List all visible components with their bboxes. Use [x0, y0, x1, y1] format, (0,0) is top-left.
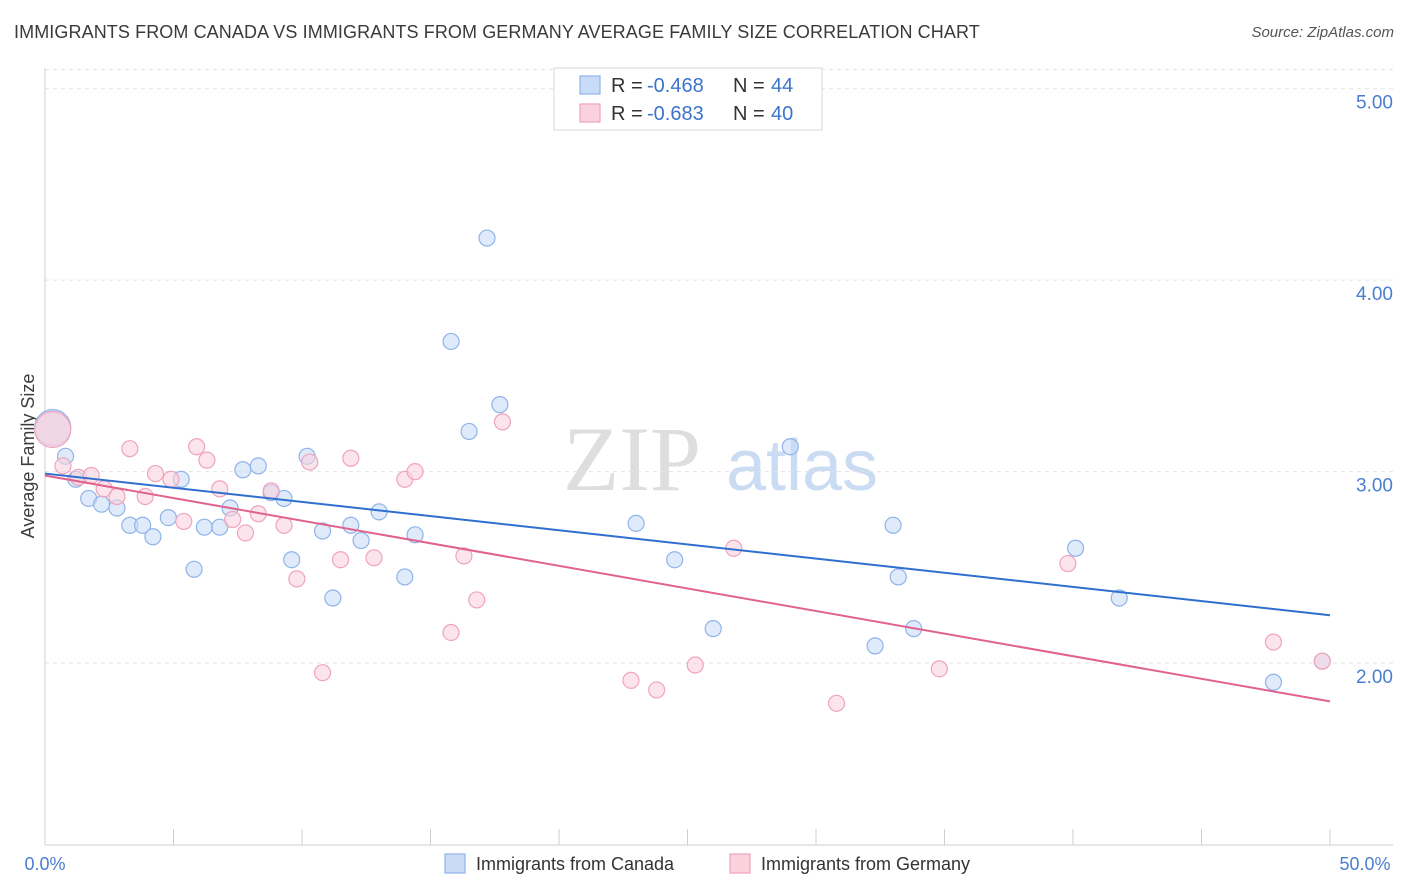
trend-lines: [44, 472, 1331, 703]
canada-point: [211, 518, 229, 536]
canada-point: [884, 516, 902, 534]
germany-point: [342, 449, 360, 467]
germany-point: [82, 466, 100, 485]
germany-point: [1313, 652, 1331, 670]
germany-point: [188, 438, 206, 456]
y-tick-labels: 2.00 3.00 4.00 5.00: [1356, 93, 1393, 688]
series-legend: Immigrants from Canada Immigrants from G…: [444, 853, 970, 874]
canada-point: [352, 531, 370, 550]
legend-n-label-germany: N =: [733, 103, 765, 125]
germany-point: [288, 570, 306, 588]
canada-point: [460, 422, 478, 441]
germany-point: [930, 660, 948, 678]
germany-point: [301, 453, 319, 471]
germany-point: [198, 451, 216, 469]
germany-point: [275, 516, 293, 534]
germany-point: [136, 487, 154, 506]
legend-r-value-germany: -0.683: [647, 103, 704, 125]
y-tick-label-4.00: 4.00: [1356, 284, 1393, 305]
canada-point: [134, 516, 152, 534]
canada-point: [491, 396, 509, 414]
chart-title: IMMIGRANTS FROM CANADA VS IMMIGRANTS FRO…: [14, 22, 980, 42]
canada-point: [704, 620, 722, 638]
germany-point: [211, 480, 229, 498]
canada-point: [1264, 673, 1283, 691]
y-axis-label: Average Family Size: [18, 374, 38, 539]
germany-point: [262, 482, 280, 500]
germany-point: [146, 464, 165, 483]
germany-point: [442, 623, 460, 642]
legend-n-label-canada: N =: [733, 75, 765, 97]
legend-swatch-canada: [579, 75, 601, 95]
canada-point: [249, 457, 267, 475]
legend-r-label-germany: R =: [611, 103, 643, 125]
canada-point: [234, 461, 252, 479]
x-tick-label-max: 50.0%: [1339, 854, 1390, 874]
germany-point: [468, 591, 486, 609]
germany-point: [331, 551, 350, 569]
germany-point: [54, 457, 72, 475]
stats-legend: R = -0.468 N = 44 R = -0.683 N = 40: [553, 67, 823, 131]
canada-point: [185, 560, 203, 578]
germany-point: [686, 656, 704, 674]
germany-point: [175, 512, 193, 531]
legend-swatch-germany: [579, 103, 601, 123]
source-label: Source: ZipAtlas.com: [1251, 24, 1394, 41]
bottom-legend-swatch-germany: [729, 853, 751, 874]
watermark-atlas: atlas: [726, 426, 878, 506]
legend-r-value-canada: -0.468: [647, 75, 704, 97]
data-points: [34, 229, 1331, 712]
x-tick-label-min: 0.0%: [24, 854, 65, 874]
germany-point: [236, 524, 255, 542]
canada-point: [866, 637, 884, 655]
y-tick-label-3.00: 3.00: [1356, 476, 1393, 497]
canada-point: [478, 229, 496, 247]
legend-n-value-canada: 44: [771, 75, 793, 97]
bottom-legend-label-canada: Immigrants from Canada: [476, 854, 675, 874]
germany-trend-line: [44, 474, 1331, 703]
germany-point: [224, 510, 242, 529]
bottom-legend-label-germany: Immigrants from Germany: [761, 854, 970, 874]
canada-point: [92, 495, 111, 513]
canada-point: [283, 551, 301, 569]
watermark-zip: ZIP: [563, 408, 701, 510]
x-axis-ticks: [173, 829, 1331, 845]
germany-point: [121, 440, 139, 458]
germany-point: [1059, 554, 1077, 573]
germany-point: [406, 463, 424, 481]
canada-point: [666, 551, 684, 569]
canada-point: [1110, 589, 1128, 607]
germany-point: [365, 549, 383, 567]
canada-point: [195, 518, 213, 536]
germany-point: [455, 547, 473, 565]
germany-point: [313, 664, 332, 682]
canada-point: [396, 568, 414, 586]
canada-point: [442, 332, 460, 351]
canada-point: [1066, 539, 1085, 557]
canada-point: [627, 514, 645, 532]
legend-n-value-germany: 40: [771, 103, 793, 125]
y-tick-label-2.00: 2.00: [1356, 667, 1393, 688]
germany-point: [622, 671, 640, 689]
canada-point: [313, 522, 332, 540]
canada-point: [781, 438, 799, 456]
germany-point: [162, 470, 180, 488]
canada-point: [159, 508, 177, 527]
y-tick-label-5.00: 5.00: [1356, 93, 1393, 114]
germany-point: [34, 410, 72, 449]
canada-point: [144, 528, 162, 546]
canada-point: [889, 568, 907, 586]
germany-point: [1264, 633, 1283, 651]
germany-point: [648, 681, 666, 699]
canada-trend-line: [44, 472, 1331, 617]
legend-r-label-canada: R =: [611, 75, 643, 97]
germany-point: [493, 413, 512, 431]
bottom-legend-swatch-canada: [444, 853, 466, 874]
germany-point: [108, 487, 126, 506]
canada-point: [324, 589, 342, 607]
grid-lines: [45, 69, 1393, 664]
germany-point: [827, 694, 846, 712]
